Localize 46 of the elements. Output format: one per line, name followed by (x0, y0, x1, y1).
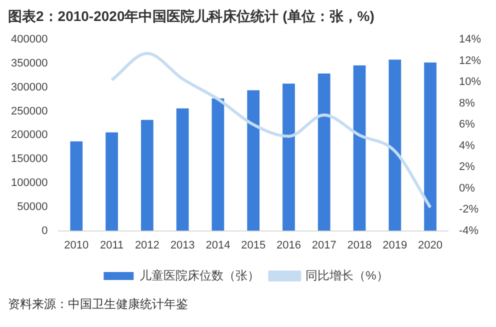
y-tick-label: 50000 (17, 200, 48, 213)
y2-tick-label: 12% (458, 54, 482, 67)
y2-tick-label: -4% (458, 224, 479, 237)
y2-tick-label: 0% (458, 182, 476, 194)
y-tick-label: 250000 (10, 105, 48, 118)
x-tick-label: 2016 (276, 239, 301, 252)
x-tick-label: 2018 (347, 239, 372, 252)
x-tick-label: 2010 (64, 239, 89, 252)
y2-tick-label: 14% (458, 34, 482, 46)
y-tick-label: 400000 (10, 34, 48, 46)
bar (424, 62, 436, 231)
x-tick-label: 2012 (134, 239, 160, 252)
chart-title: 图表2：2010-2020年中国医院儿科床位统计 (单位：张，%) (8, 8, 376, 26)
x-tick-label: 2020 (418, 239, 443, 252)
y2-tick-label: 2% (458, 161, 476, 174)
bar (318, 74, 330, 231)
x-tick-label: 2013 (170, 239, 195, 252)
legend-label: 同比增长（%） (306, 268, 388, 282)
x-tick-label: 2011 (100, 239, 124, 252)
bar (388, 60, 402, 231)
x-tick-label: 2017 (312, 239, 336, 252)
y-tick-label: 100000 (10, 177, 48, 190)
y-tick-label: 0 (42, 224, 48, 237)
line-series (110, 52, 432, 209)
bar (212, 98, 224, 231)
y-tick-label: 150000 (10, 153, 48, 166)
y-tick-label: 200000 (10, 129, 48, 142)
y2-tick-label: -2% (458, 204, 479, 216)
x-tick-label: 2019 (382, 239, 408, 252)
y-tick-label: 350000 (10, 58, 48, 70)
bar (176, 108, 189, 231)
bar (353, 65, 366, 231)
y2-tick-label: 8% (458, 97, 476, 110)
x-tick-label: 2015 (241, 239, 266, 252)
x-tick-label: 2014 (206, 239, 230, 252)
y2-tick-label: 10% (458, 76, 482, 88)
y2-tick-label: 6% (458, 118, 476, 131)
legend-label: 儿童医院床位数（张） (140, 268, 260, 282)
bar (140, 120, 154, 231)
bar (282, 84, 295, 231)
bar (247, 90, 260, 231)
bar (106, 132, 118, 231)
text: 资料来源：中国卫生健康统计年鉴 (8, 296, 189, 313)
y-tick-label: 300000 (10, 81, 48, 94)
bar (70, 141, 83, 231)
y2-tick-label: 4% (458, 140, 476, 152)
